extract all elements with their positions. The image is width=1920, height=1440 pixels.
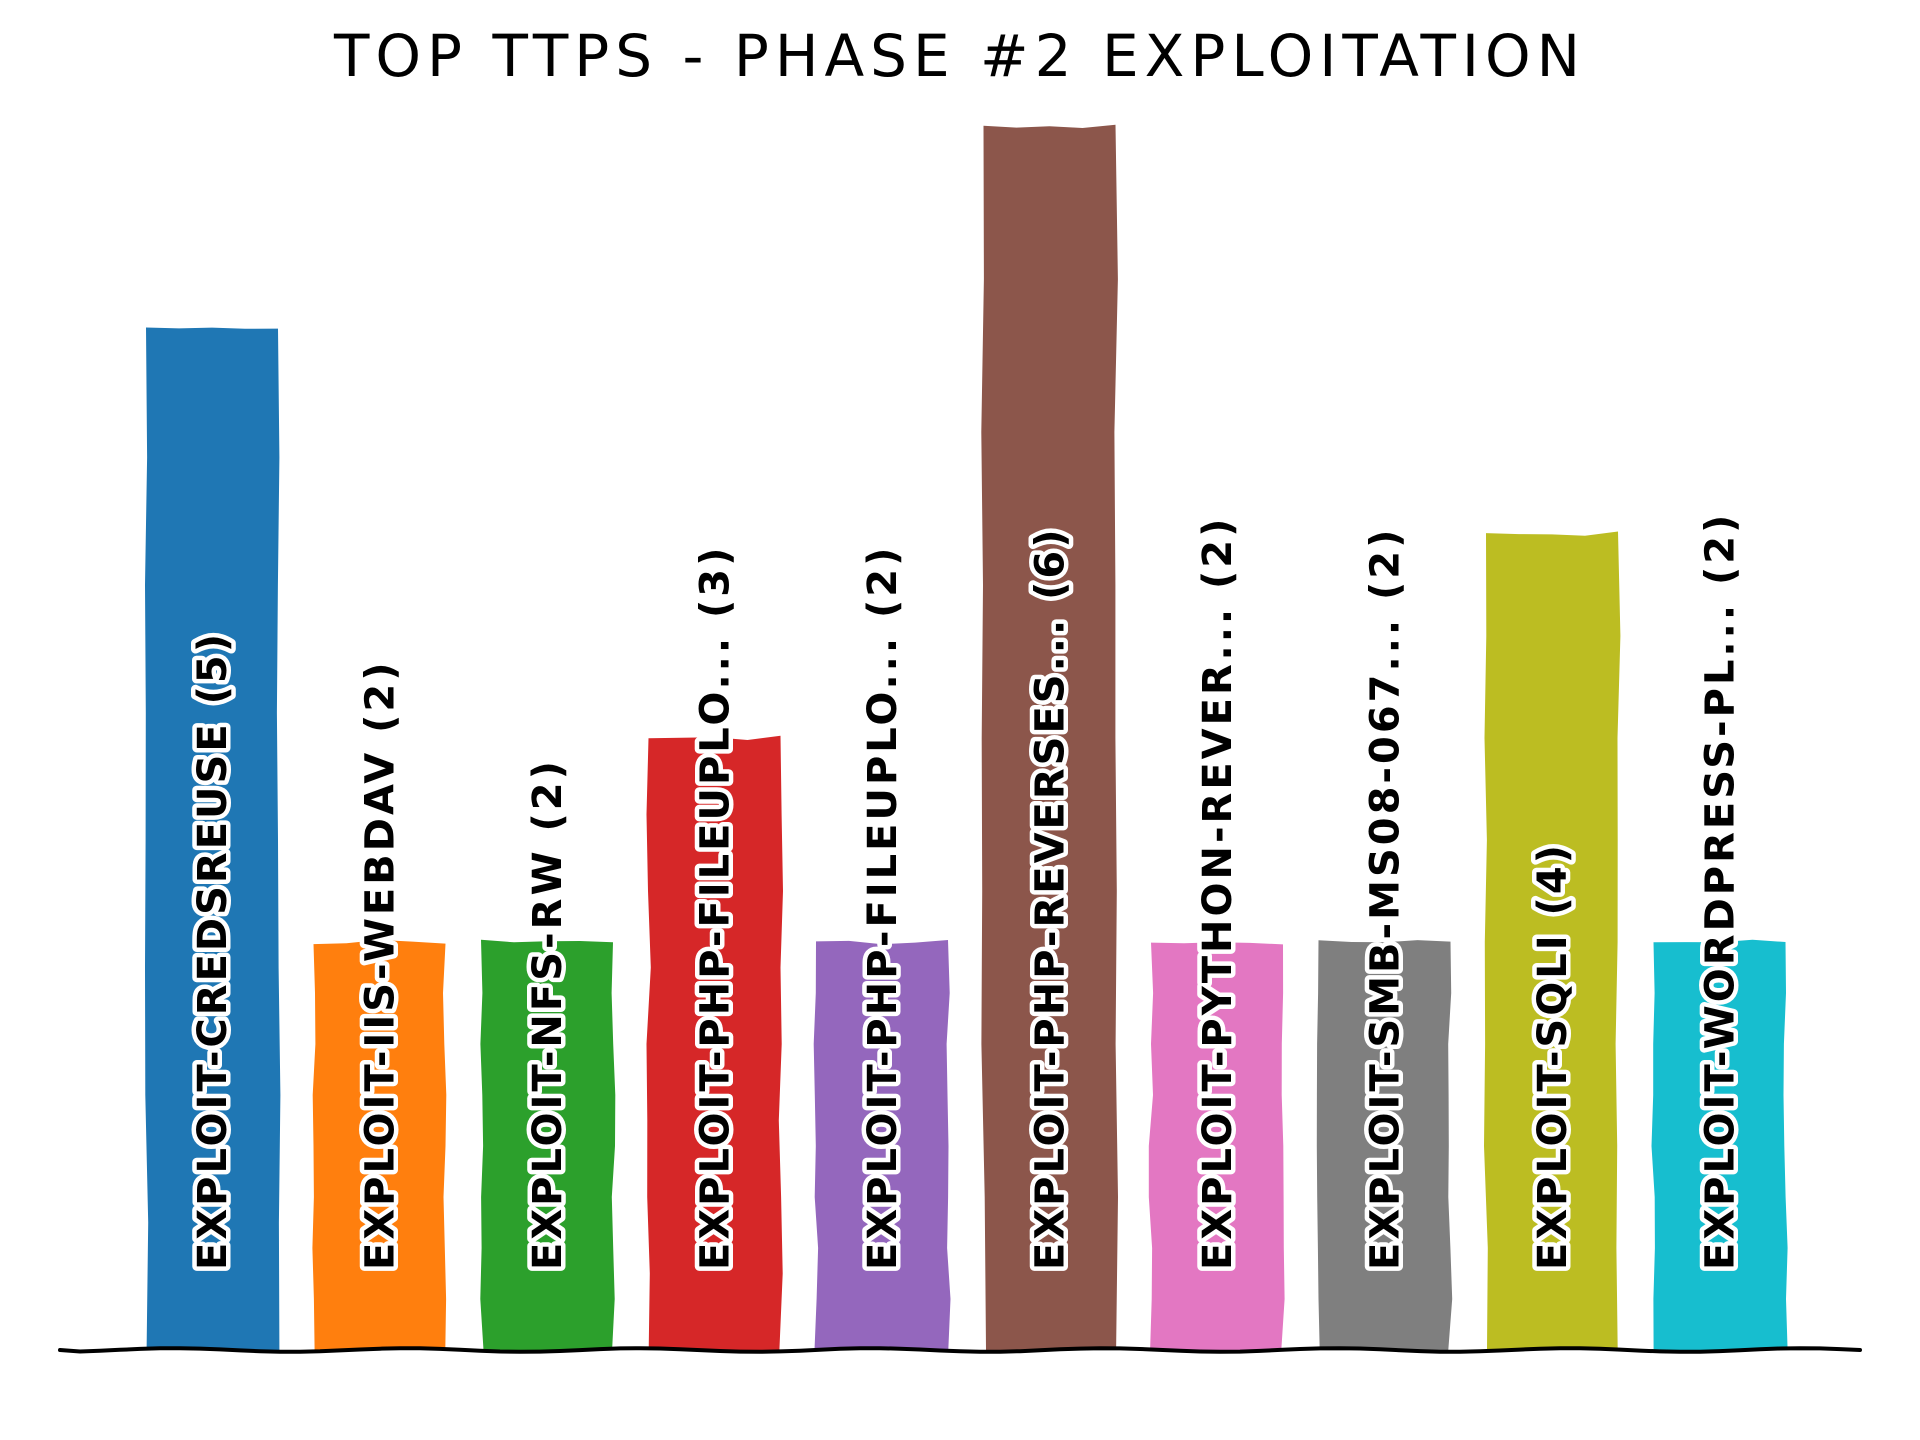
bar-label-7: EXPLOIT-PYTHON-REVER... (2)	[1195, 516, 1241, 1270]
bar-label-9: EXPLOIT-SQLI (4)	[1530, 842, 1576, 1270]
bar-label-2: EXPLOIT-IIS-WEBDAV (2)	[358, 660, 404, 1270]
bar-5	[813, 940, 951, 1350]
bar-label-10: EXPLOIT-WORDPRESS-PL... (2)	[1698, 512, 1744, 1270]
bar-1	[145, 327, 281, 1350]
bar-3	[480, 939, 616, 1350]
bar-8	[1316, 940, 1453, 1350]
bar-label-5: EXPLOIT-PHP-FILEUPLO... (2)	[860, 545, 906, 1270]
bar-label-1: EXPLOIT-CREDSREUSE (5)	[190, 631, 236, 1270]
x-axis-baseline	[58, 1346, 1862, 1354]
bar-9	[1484, 531, 1621, 1350]
bar-label-4: EXPLOIT-PHP-FILEUPLO... (3)	[693, 545, 739, 1270]
bar-labels-layer: EXPLOIT-CREDSREUSE (5) EXPLOIT-IIS-WEBDAV…	[186, 507, 1749, 1274]
bar-4	[646, 735, 783, 1350]
bar-label-3: EXPLOIT-NFS-RW (2)	[525, 758, 571, 1270]
bar-10	[1651, 939, 1788, 1350]
bar-7	[1148, 942, 1285, 1350]
bar-label-8: EXPLOIT-SMB-MS08-067... (2)	[1363, 527, 1409, 1270]
chart-title: TOP TTPS - PHASE #2 EXPLOITATION	[333, 22, 1587, 90]
bar-2	[312, 939, 447, 1350]
bar-label-6: EXPLOIT-PHP-REVERSES... (6)	[1028, 527, 1074, 1271]
bars-layer	[145, 124, 1788, 1350]
bar-6	[981, 124, 1118, 1350]
